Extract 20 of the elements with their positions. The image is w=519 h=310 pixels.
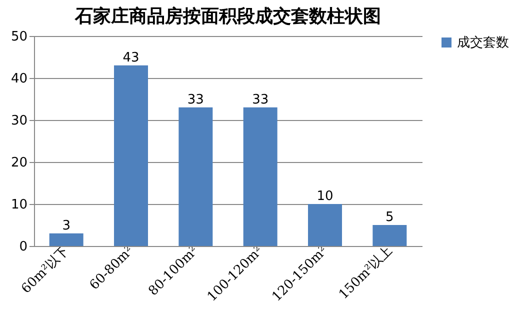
bar <box>243 107 278 246</box>
chart-title: 石家庄商品房按面积段成交套数柱状图 <box>74 6 381 27</box>
y-tick-label: 50 <box>10 30 28 44</box>
bar <box>178 107 213 246</box>
data-label: 33 <box>252 92 269 108</box>
y-tick-label: 20 <box>10 156 28 170</box>
data-label: 33 <box>187 92 204 108</box>
y-tick-label: 10 <box>10 198 28 212</box>
data-label: 5 <box>386 210 394 225</box>
y-tick-label: 0 <box>19 240 28 254</box>
legend-label: 成交套数 <box>457 34 509 50</box>
bar <box>114 65 148 246</box>
data-label: 10 <box>316 189 334 204</box>
bar <box>49 233 84 246</box>
data-label: 3 <box>62 218 70 234</box>
y-tick-label: 30 <box>10 114 28 128</box>
bar <box>372 225 407 246</box>
bar <box>308 204 342 246</box>
data-label: 43 <box>122 50 140 66</box>
y-tick-label: 40 <box>10 72 28 86</box>
